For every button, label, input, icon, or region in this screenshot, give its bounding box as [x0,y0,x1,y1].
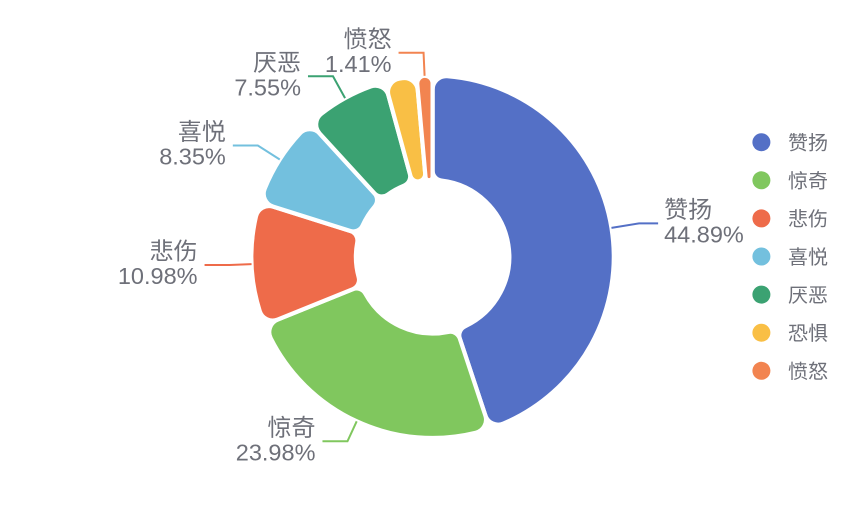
svg-text:44.89%: 44.89% [664,222,744,248]
svg-text:10.98%: 10.98% [118,263,198,289]
svg-text:1.41%: 1.41% [325,51,392,77]
svg-text:23.98%: 23.98% [236,440,316,466]
svg-text:7.55%: 7.55% [234,74,301,100]
svg-text:8.35%: 8.35% [159,144,226,170]
